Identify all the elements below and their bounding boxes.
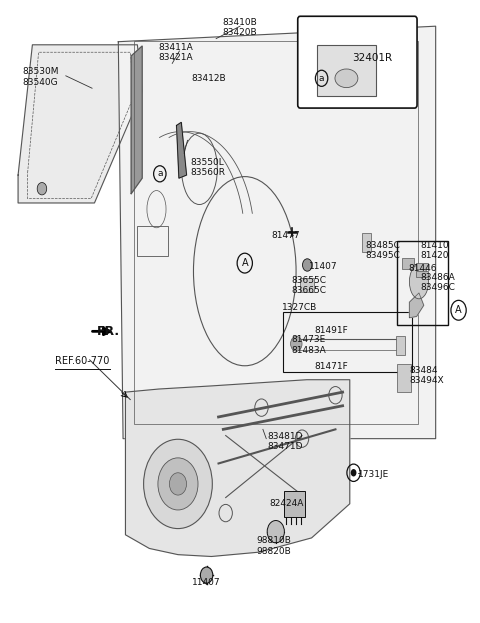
Bar [284,492,305,518]
Text: A: A [241,258,248,268]
Text: 81477: 81477 [271,231,300,240]
Text: 83550L
83560R: 83550L 83560R [190,158,225,178]
Circle shape [267,520,284,543]
Text: REF.60-770: REF.60-770 [55,356,109,366]
Text: A: A [455,305,462,315]
Bar [416,263,428,269]
Text: 83411A
83421A: 83411A 83421A [158,42,193,62]
Circle shape [351,469,357,477]
Text: 81446: 81446 [408,264,436,273]
Text: a: a [319,74,324,83]
Circle shape [37,183,47,195]
Polygon shape [18,45,142,203]
Bar [362,234,371,252]
Text: 1731JE: 1731JE [359,470,390,479]
Text: 83655C
83665C: 83655C 83665C [291,276,326,295]
Bar [402,258,414,269]
Text: 83481D
83471D: 83481D 83471D [268,432,303,452]
Bar [283,312,412,373]
Text: 83495C: 83495C [365,250,400,260]
Text: 11407: 11407 [309,262,338,272]
Text: 81491F: 81491F [314,326,348,335]
Ellipse shape [409,265,429,299]
Circle shape [290,336,302,351]
Polygon shape [125,380,350,556]
Text: 81471F: 81471F [314,361,348,371]
Text: 81473E
81483A: 81473E 81483A [291,335,326,354]
FancyBboxPatch shape [298,16,417,108]
Polygon shape [409,293,424,318]
Text: 81410: 81410 [420,241,449,250]
Circle shape [200,567,213,583]
Bar [137,226,168,255]
Circle shape [144,439,212,528]
Polygon shape [177,122,187,178]
Bar [300,278,314,292]
Bar [317,45,375,97]
Text: 83530M
83540G: 83530M 83540G [22,67,59,87]
Text: 81420: 81420 [420,250,449,260]
Text: a: a [157,169,163,178]
Text: 83410B
83420B: 83410B 83420B [223,17,257,37]
Bar [134,41,418,424]
Bar [396,336,405,355]
Bar [416,271,428,277]
Bar [396,242,448,325]
Text: 82424A: 82424A [269,499,303,508]
Text: 11407: 11407 [192,578,221,587]
Text: 32401R: 32401R [352,54,392,64]
Text: 1327CB: 1327CB [282,303,317,312]
Polygon shape [131,46,142,194]
Text: FR.: FR. [97,325,120,338]
Circle shape [158,458,198,510]
Text: 83486A
83496C: 83486A 83496C [420,273,455,292]
Bar [397,364,411,392]
Text: 83485C: 83485C [365,241,400,250]
Polygon shape [118,26,436,439]
Text: 98810B
98820B: 98810B 98820B [256,536,291,556]
Text: 83412B: 83412B [192,74,226,83]
Text: 83484
83494X: 83484 83494X [409,366,444,385]
Circle shape [302,259,312,271]
Ellipse shape [335,69,358,88]
Circle shape [169,473,187,495]
